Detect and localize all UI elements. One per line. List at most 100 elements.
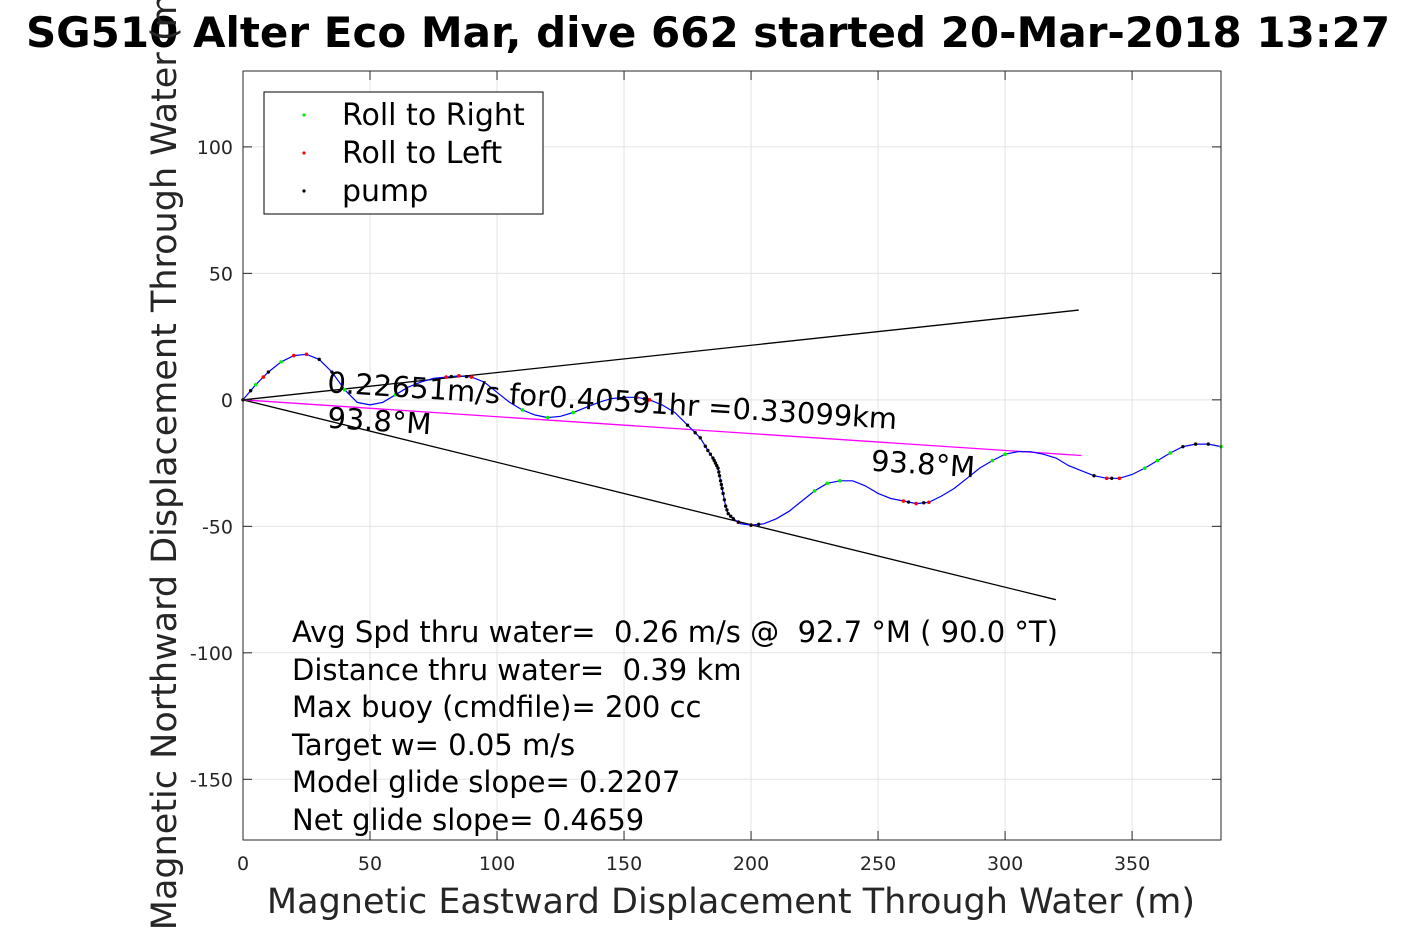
pump-marker xyxy=(713,461,718,465)
x-tick-label: 300 xyxy=(987,853,1023,875)
pump-marker xyxy=(749,523,753,527)
pump-marker xyxy=(703,444,708,448)
stat-avg-speed: Avg Spd thru water= 0.26 m/s @ 92.7 °M (… xyxy=(292,615,1058,649)
pump-marker xyxy=(906,500,911,504)
pump-marker xyxy=(708,452,713,456)
legend-label-roll-left: Roll to Left xyxy=(342,136,502,171)
pump-marker xyxy=(723,504,728,508)
x-tick-label: 100 xyxy=(479,853,515,875)
roll-right-marker xyxy=(838,478,842,483)
pump-marker xyxy=(464,374,469,379)
stat-distance: Distance thru water= 0.39 km xyxy=(292,653,742,687)
legend-box xyxy=(263,91,544,215)
y-tick-label: -50 xyxy=(202,516,233,538)
pump-marker xyxy=(1110,476,1114,480)
pump-marker xyxy=(715,463,719,468)
line-lower xyxy=(242,399,1057,601)
pump-marker xyxy=(712,458,716,463)
stat-target-w: Target w= 0.05 m/s xyxy=(291,728,575,762)
stat-model-glide-slope: Model glide slope= 0.2207 xyxy=(292,765,680,799)
roll-right-marker xyxy=(1142,466,1147,470)
roll-right-marker xyxy=(596,400,601,405)
roll-right-marker xyxy=(393,392,398,397)
legend-marker-roll-left xyxy=(302,151,306,155)
pump-marker xyxy=(725,508,729,512)
stats-block: Avg Spd thru water= 0.26 m/s @ 92.7 °M (… xyxy=(291,615,1058,837)
pump-marker xyxy=(685,423,690,427)
x-axis-label: Magnetic Eastward Displacement Through W… xyxy=(267,882,1195,922)
line-heading xyxy=(242,399,1082,457)
roll-left-marker xyxy=(469,375,474,379)
y-tick-label: 0 xyxy=(221,390,233,412)
pump-marker xyxy=(716,466,720,470)
chart-title: SG510 Alter Eco Mar, dive 662 started 20… xyxy=(26,8,1390,57)
roll-right-marker xyxy=(990,458,995,463)
pump-marker xyxy=(720,486,724,491)
pump-marker xyxy=(317,357,321,362)
roll-left-marker xyxy=(634,395,639,400)
roll-right-marker xyxy=(812,489,817,493)
y-axis-label: Magnetic Northward Displacement Through … xyxy=(145,0,185,930)
x-tick-label: 0 xyxy=(237,853,249,875)
roll-left-marker xyxy=(304,352,309,357)
roll-right-marker xyxy=(1168,451,1172,455)
x-tick-label: 250 xyxy=(860,853,896,875)
stat-max-buoy: Max buoy (cmdfile)= 200 cc xyxy=(292,690,701,724)
y-tick-label: -100 xyxy=(190,643,233,665)
roll-right-marker xyxy=(825,481,830,486)
roll-left-marker xyxy=(292,353,296,358)
roll-right-marker xyxy=(1155,458,1160,463)
axis-ticks: 0 50 100 150 200 250 300 350 -150 -100 -50 0 50 100 xyxy=(190,71,1221,875)
pump-marker xyxy=(693,431,697,435)
annotation-text: 93.8°M xyxy=(326,401,432,442)
x-tick-label: 150 xyxy=(606,853,642,875)
pump-marker xyxy=(729,514,733,518)
legend-marker-roll-right xyxy=(302,113,306,117)
pump-marker xyxy=(1193,442,1198,446)
pump-marker xyxy=(330,370,334,374)
pump-marker xyxy=(1092,474,1096,478)
pump-marker xyxy=(731,517,735,521)
pump-marker xyxy=(642,397,647,401)
roll-right-marker xyxy=(520,408,525,412)
pump-marker xyxy=(726,511,730,516)
pump-marker xyxy=(622,395,626,400)
roll-left-marker xyxy=(457,374,461,378)
pump-marker xyxy=(722,498,727,502)
roll-right-marker xyxy=(571,410,576,415)
pump-marker xyxy=(449,374,454,379)
line-upper xyxy=(242,309,1079,401)
pump-marker xyxy=(1181,444,1185,449)
y-tick-label: 100 xyxy=(197,137,233,159)
reference-lines xyxy=(242,309,1082,601)
roll-left-marker xyxy=(1104,476,1109,481)
roll-left-marker xyxy=(261,375,266,379)
pump-marker xyxy=(711,456,715,460)
pump-marker xyxy=(1206,442,1210,446)
pump-marker xyxy=(721,491,725,496)
roll-left-marker xyxy=(914,501,918,506)
pump-marker xyxy=(719,482,724,487)
y-tick-label: 50 xyxy=(209,263,233,285)
legend-label-roll-right: Roll to Right xyxy=(342,98,525,133)
x-tick-label: 50 xyxy=(358,853,382,875)
roll-left-marker xyxy=(647,398,652,402)
x-tick-label: 200 xyxy=(733,853,769,875)
pump-marker xyxy=(706,448,710,453)
pump-marker xyxy=(718,479,723,483)
x-tick-label: 350 xyxy=(1114,853,1150,875)
legend: Roll to Right Roll to Left pump xyxy=(263,91,544,215)
roll-right-marker xyxy=(342,387,347,392)
roll-right-marker xyxy=(279,360,283,364)
pump-marker xyxy=(756,522,761,527)
legend-marker-pump xyxy=(302,189,306,193)
roll-right-marker xyxy=(546,415,550,420)
legend-label-pump: pump xyxy=(342,174,428,209)
pump-marker xyxy=(717,470,721,474)
annotation-text: 93.8°M xyxy=(870,444,976,485)
roll-left-marker xyxy=(1117,476,1122,481)
pump-marker xyxy=(698,436,702,440)
y-tick-label: -150 xyxy=(190,769,233,791)
roll-left-marker xyxy=(927,500,931,505)
